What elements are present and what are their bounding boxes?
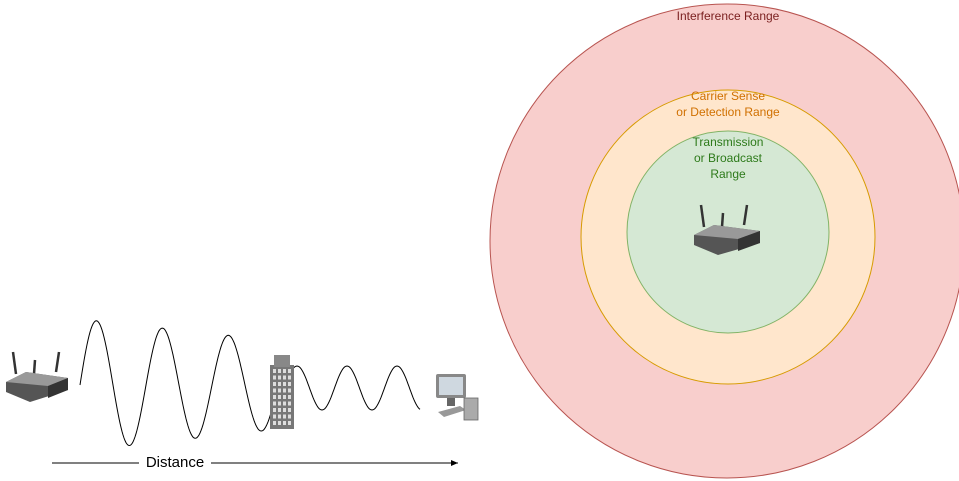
computer-icon bbox=[436, 374, 479, 421]
distance-label: Distance bbox=[146, 454, 204, 471]
transmission-label: or Broadcast bbox=[694, 151, 763, 165]
carrier-sense-label: Carrier Sense bbox=[691, 89, 765, 103]
window bbox=[288, 408, 291, 412]
window bbox=[283, 408, 286, 412]
window bbox=[273, 395, 276, 399]
window bbox=[273, 408, 276, 412]
router-icon bbox=[694, 204, 760, 255]
window bbox=[283, 414, 286, 419]
window bbox=[278, 375, 281, 380]
window bbox=[278, 401, 281, 406]
window bbox=[273, 369, 276, 373]
window bbox=[273, 401, 276, 406]
transmission-label: Range bbox=[710, 167, 746, 181]
window bbox=[288, 375, 291, 380]
window bbox=[283, 421, 286, 425]
window bbox=[273, 382, 276, 386]
window bbox=[278, 395, 281, 399]
window bbox=[288, 395, 291, 399]
signal-wave bbox=[79, 320, 421, 447]
window bbox=[273, 388, 276, 393]
window bbox=[283, 375, 286, 380]
window bbox=[278, 408, 281, 412]
window bbox=[288, 401, 291, 406]
window bbox=[278, 369, 281, 373]
window bbox=[278, 421, 281, 425]
window bbox=[278, 414, 281, 419]
window bbox=[273, 375, 276, 380]
router-icon bbox=[6, 351, 68, 402]
window bbox=[283, 395, 286, 399]
window bbox=[283, 382, 286, 386]
interference-label: Interference Range bbox=[677, 9, 780, 23]
window bbox=[283, 401, 286, 406]
window bbox=[288, 421, 291, 425]
window bbox=[273, 421, 276, 425]
window bbox=[283, 388, 286, 393]
window bbox=[288, 414, 291, 419]
window bbox=[278, 388, 281, 393]
window bbox=[288, 369, 291, 373]
window bbox=[288, 382, 291, 386]
window bbox=[278, 382, 281, 386]
window bbox=[288, 388, 291, 393]
window bbox=[283, 369, 286, 373]
transmission-label: Transmission bbox=[693, 135, 764, 149]
label-background bbox=[139, 455, 211, 471]
window bbox=[273, 414, 276, 419]
building-icon bbox=[270, 355, 294, 429]
carrier-sense-label: or Detection Range bbox=[676, 105, 780, 119]
